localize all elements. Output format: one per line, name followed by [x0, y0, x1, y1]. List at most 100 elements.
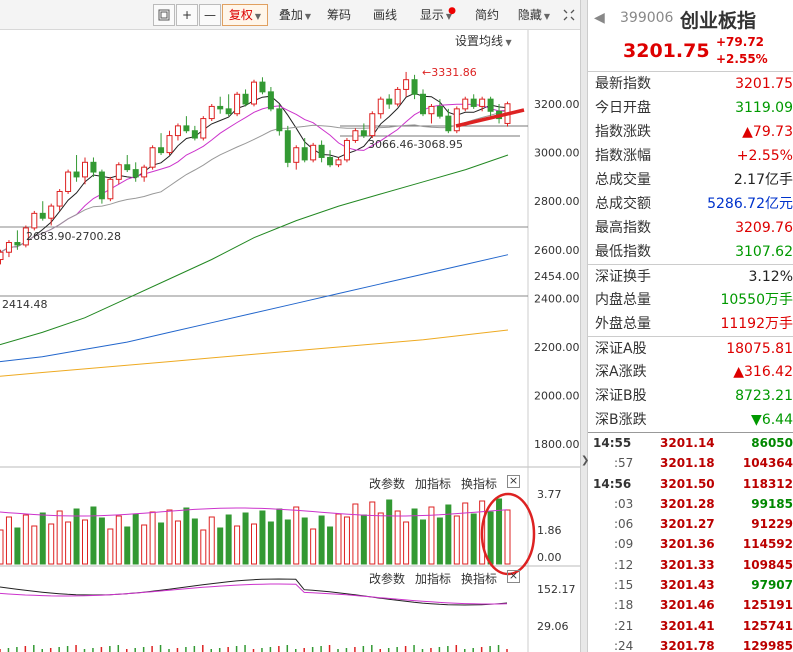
- candle-body: [352, 130, 359, 141]
- tick-price: 3201.50: [660, 476, 715, 491]
- tick-time: :09: [614, 537, 634, 552]
- volume-bar: [98, 517, 105, 565]
- candle-body: [98, 171, 105, 200]
- volume-bar: [386, 499, 393, 565]
- stat-row: 深证换手 3.12%: [588, 264, 793, 288]
- tick-volume: 97907: [751, 578, 793, 593]
- huaxian-button[interactable]: 画线: [372, 8, 397, 22]
- stat-label: 深B涨跌: [595, 412, 647, 428]
- volume-bar: [420, 519, 426, 565]
- xianshi-label: 显示: [419, 8, 444, 22]
- volume-bar: [360, 514, 367, 565]
- tick-price: 3201.33: [660, 557, 715, 572]
- stat-value: ▼6.44: [751, 412, 793, 428]
- chouma-button[interactable]: 筹码: [326, 8, 351, 22]
- volume-bar: [132, 513, 139, 565]
- stat-value: 11192万手: [720, 316, 793, 332]
- ma60-line: [0, 154, 509, 346]
- stat-value: 10550万手: [720, 292, 793, 308]
- stat-label: 最高指数: [595, 220, 651, 236]
- stat-row: 深证B股 8723.21: [588, 384, 793, 408]
- candle-body: [318, 144, 325, 158]
- tick-row: :21 3201.41 125741: [588, 616, 793, 636]
- candle-body: [132, 169, 139, 178]
- tick-time: :12: [614, 557, 634, 572]
- volume-bar: [22, 514, 29, 565]
- volume-bar: [352, 503, 359, 565]
- candle-body: [386, 98, 393, 105]
- diejia-button[interactable]: 叠加 ▼: [272, 4, 318, 26]
- panel-splitter[interactable]: ❯: [580, 0, 590, 652]
- volume-bar: [301, 517, 308, 565]
- volume-bar: [90, 506, 97, 565]
- yincang-button[interactable]: 隐藏 ▼: [512, 4, 556, 26]
- ind2-switch-button[interactable]: 换指标: [461, 572, 498, 586]
- ind1-y-tick: 1.86: [537, 524, 562, 537]
- stat-row: 总成交额 5286.72亿元: [588, 192, 793, 216]
- ind2-modify-button[interactable]: 改参数: [369, 572, 406, 586]
- stat-value: +2.55%: [736, 148, 793, 164]
- ind1-y-tick: 0.00: [537, 551, 562, 564]
- stat-value: 5286.72亿元: [707, 196, 793, 212]
- ind2-add-button[interactable]: 加指标: [415, 572, 452, 586]
- diejia-label: 叠加: [278, 8, 303, 22]
- stat-row: 今日开盘 3119.09: [588, 96, 793, 120]
- xianshi-button[interactable]: 显示 ▼ ●: [413, 4, 459, 26]
- candle-body: [335, 159, 342, 166]
- zoom-out-button[interactable]: —: [199, 4, 221, 26]
- ind2-close-button[interactable]: ×: [507, 570, 520, 583]
- volume-bar: [124, 526, 131, 565]
- volume-bar: [267, 521, 274, 565]
- candle-body: [369, 113, 376, 137]
- ind1-switch-button[interactable]: 换指标: [461, 477, 498, 491]
- kline-chart-area[interactable]: ←3331.86 3066.46-3068.95 2683.90-2700.28 24…: [0, 30, 580, 652]
- collapse-arrow-icon[interactable]: ❯: [581, 455, 590, 466]
- fullscreen-button[interactable]: [153, 4, 175, 26]
- volume-bar: [200, 529, 207, 565]
- ind1-add-button[interactable]: 加指标: [415, 477, 452, 491]
- volume-bar: [462, 502, 469, 565]
- volume-bar: [496, 498, 503, 565]
- ind1-modify-button[interactable]: 改参数: [369, 477, 406, 491]
- zoom-in-button[interactable]: +: [176, 4, 198, 26]
- ind1-close-button[interactable]: ×: [507, 475, 520, 488]
- tick-volume: 125191: [742, 598, 793, 613]
- jianyue-button[interactable]: 简约: [474, 8, 499, 22]
- tick-time: :57: [614, 456, 634, 471]
- tick-volume: 104364: [742, 456, 793, 471]
- tick-time: :24: [614, 638, 634, 652]
- ind2-line-2: [0, 583, 508, 605]
- candle-body: [453, 108, 460, 132]
- candle-body: [208, 105, 215, 120]
- tick-time: :06: [614, 517, 634, 532]
- volume-bar: [445, 504, 452, 565]
- volume-bar: [428, 506, 435, 565]
- kline-chart-svg[interactable]: ←3331.86 3066.46-3068.95 2683.90-2700.28 24…: [0, 30, 580, 652]
- back-arrow-icon[interactable]: ◀: [594, 10, 605, 26]
- y-tick-label: 2800.00: [534, 195, 580, 208]
- stat-value: 3119.09: [735, 100, 793, 116]
- candle-body: [14, 242, 21, 246]
- volume-bar: [174, 520, 181, 565]
- current-price-tag: 2454.00: [534, 270, 580, 283]
- tick-volume: 99185: [751, 496, 793, 511]
- ind2-line-1: [0, 578, 508, 606]
- candle-body: [191, 130, 198, 139]
- stat-label: 总成交量: [595, 172, 651, 188]
- volume-bar: [183, 507, 190, 565]
- candle-body: [82, 161, 88, 178]
- volume-bar: [0, 529, 4, 565]
- volume-bar: [191, 518, 198, 565]
- stat-label: 指数涨幅: [595, 148, 651, 164]
- close-icon: ×: [508, 474, 519, 487]
- candle-body: [327, 156, 334, 166]
- index-change: +79.72: [716, 35, 765, 49]
- fuquan-button[interactable]: 复权 ▼: [222, 4, 268, 26]
- candle-body: [217, 105, 224, 110]
- volume-bar: [403, 521, 410, 565]
- volume-bar: [284, 519, 291, 565]
- ma-setting-button[interactable]: 设置均线 ▼: [455, 34, 512, 48]
- stat-row: 总成交量 2.17亿手: [588, 168, 793, 192]
- collapse-button[interactable]: [560, 4, 578, 26]
- candle-body: [225, 108, 232, 115]
